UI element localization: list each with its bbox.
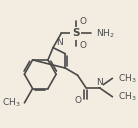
Text: CH$_3$: CH$_3$: [118, 90, 136, 103]
Text: N: N: [56, 38, 63, 47]
Text: O: O: [80, 17, 87, 25]
Text: CH$_3$: CH$_3$: [2, 97, 20, 109]
Text: NH$_2$: NH$_2$: [96, 27, 115, 40]
Text: CH$_3$: CH$_3$: [118, 72, 136, 85]
Text: O: O: [75, 96, 82, 105]
Text: O: O: [80, 41, 87, 50]
Text: S: S: [72, 28, 79, 38]
Text: N: N: [96, 78, 103, 87]
